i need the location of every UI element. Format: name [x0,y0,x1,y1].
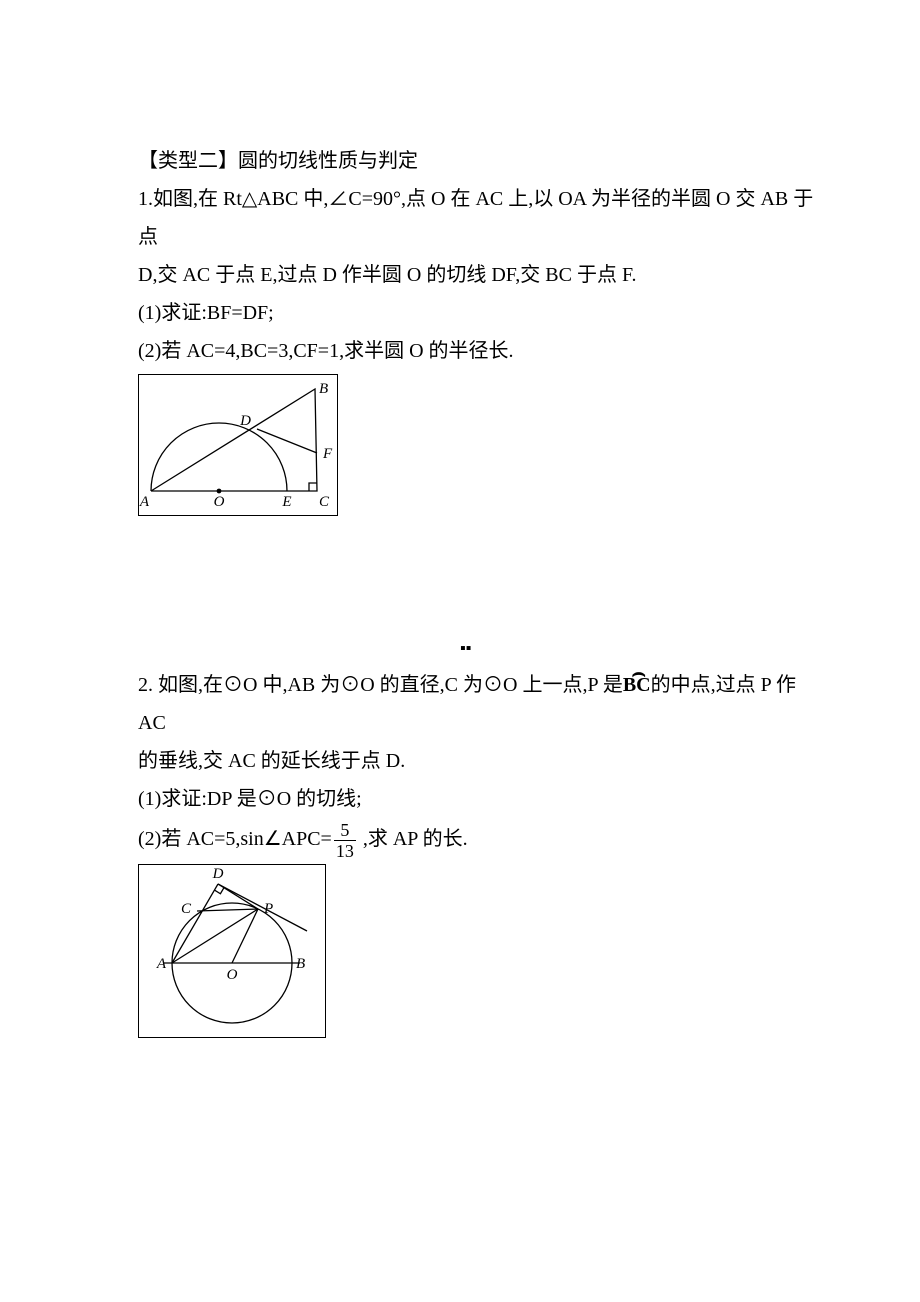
svg-text:D: D [239,413,251,429]
arc-bc: ⌢BC [623,666,651,704]
p2-figure-box: A B C P D O [138,864,326,1038]
page-divider-icon: ▪▪ [460,640,471,658]
svg-text:C: C [181,901,192,917]
svg-text:A: A [156,956,167,972]
p2-sub2-a: (2)若 AC=5,sin∠APC= [138,828,332,850]
svg-text:A: A [139,494,150,509]
fraction-num: 5 [334,821,356,841]
p1-line1: 1.如图,在 Rt△ABC 中,∠C=90°,点 O 在 AC 上,以 OA 为… [138,180,814,256]
p2-sub2: (2)若 AC=5,sin∠APC=513 ,求 AP 的长. [138,818,814,860]
svg-text:D: D [212,866,224,882]
p2-line1-a: 2. 如图,在⊙O 中,AB 为⊙O 的直径,C 为⊙O 上一点,P 是 [138,674,623,696]
p1-figure-box: A B C D E F O [138,374,338,516]
p2-line1: 2. 如图,在⊙O 中,AB 为⊙O 的直径,C 为⊙O 上一点,P 是⌢BC的… [138,666,814,742]
svg-text:C: C [319,494,330,509]
p1-sub2: (2)若 AC=4,BC=3,CF=1,求半圆 O 的半径长. [138,332,814,370]
svg-text:B: B [296,956,305,972]
section-header: 【类型二】圆的切线性质与判定 [138,142,814,180]
p1-line2: D,交 AC 于点 E,过点 D 作半圆 O 的切线 DF,交 BC 于点 F. [138,256,814,294]
p2-figure-wrapper: A B C P D O [138,864,814,1038]
svg-text:O: O [227,967,238,983]
arc-symbol: ⌢ [623,652,651,694]
p1-figure-wrapper: A B C D E F O [138,374,814,516]
page: 【类型二】圆的切线性质与判定 1.如图,在 Rt△ABC 中,∠C=90°,点 … [0,0,920,1038]
p2-sub2-b: ,求 AP 的长. [358,828,468,850]
p2-line2: 的垂线,交 AC 的延长线于点 D. [138,742,814,780]
p1-sub1: (1)求证:BF=DF; [138,294,814,332]
svg-text:E: E [281,494,291,509]
svg-text:F: F [322,446,333,462]
svg-text:B: B [319,381,328,397]
svg-text:O: O [214,494,225,509]
p2-figure-svg: A B C P D O [139,865,325,1031]
fraction-5-13: 513 [334,821,356,860]
p2-sub1: (1)求证:DP 是⊙O 的切线; [138,780,814,818]
svg-text:P: P [263,901,273,917]
p1-figure-svg: A B C D E F O [139,375,337,509]
fraction-den: 13 [334,841,356,860]
